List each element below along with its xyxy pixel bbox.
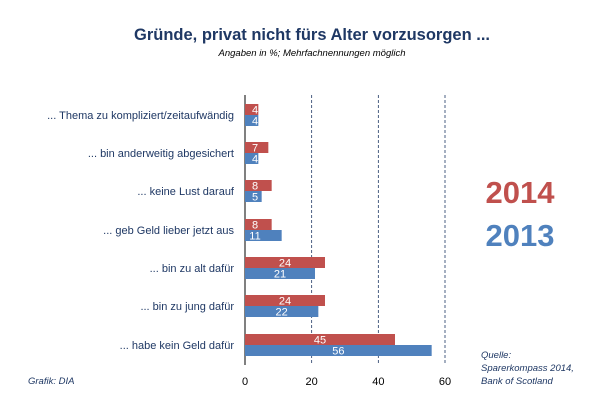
bar-2013 (245, 153, 259, 164)
bar-2014 (245, 180, 272, 191)
bar-2014 (245, 219, 272, 230)
x-tick-label: 60 (439, 376, 451, 388)
category-label: ... bin anderweitig abgesichert (88, 148, 234, 160)
x-tick-label: 0 (242, 376, 248, 388)
data-label-2013: 21 (274, 269, 286, 281)
category-label: ... bin zu alt dafür (150, 263, 235, 275)
data-label-2014: 24 (279, 296, 291, 308)
category-label: ... habe kein Geld dafür (120, 340, 235, 352)
data-label-2014: 8 (252, 181, 258, 193)
bar-2014 (245, 104, 259, 115)
chart-subtitle: Angaben in %; Mehrfachnennungen möglich (218, 48, 406, 59)
data-label-2014: 24 (279, 258, 291, 270)
bar-2014 (245, 142, 269, 153)
data-label-2013: 22 (276, 307, 288, 319)
legend-2014: 2014 (486, 175, 556, 210)
x-tick-label: 40 (372, 376, 384, 388)
bar-2014 (245, 295, 325, 306)
data-label-2014: 4 (252, 105, 258, 117)
data-label-2013: 4 (252, 154, 258, 166)
bar-2013 (245, 115, 259, 126)
data-label-2013: 11 (249, 231, 260, 243)
credit-label: Grafik: DIA (28, 376, 74, 387)
bar-2014 (245, 257, 325, 268)
category-labels: ... Thema zu kompliziert/zeitaufwändig..… (47, 110, 235, 352)
data-label-2013: 5 (252, 192, 258, 204)
bar-2013 (245, 345, 432, 356)
bar-2013 (245, 268, 315, 279)
category-label: ... bin zu jung dafür (140, 301, 234, 313)
x-axis-ticks: 0 20 40 60 (242, 376, 451, 388)
bar-2013 (245, 306, 319, 317)
category-label: ... keine Lust darauf (137, 186, 235, 198)
data-label-2013: 4 (252, 116, 258, 128)
x-tick-label: 20 (306, 376, 318, 388)
bar-2014 (245, 334, 395, 345)
legend-2013: 2013 (486, 218, 555, 253)
source-line-3: Bank of Scotland (481, 376, 554, 387)
data-label-2014: 8 (252, 220, 258, 232)
data-label-2014: 7 (252, 143, 258, 155)
source-line-1: Quelle: (481, 350, 511, 361)
chart-title: Gründe, privat nicht fürs Alter vorzusor… (134, 26, 490, 44)
bar-2013 (245, 191, 262, 202)
category-label: ... geb Geld lieber jetzt aus (103, 225, 234, 237)
bar-2013 (245, 230, 282, 241)
source-line-2: Sparerkompass 2014, (481, 363, 574, 374)
category-label: ... Thema zu kompliziert/zeitaufwändig (47, 110, 234, 122)
data-label-2014: 45 (314, 335, 326, 347)
data-label-2013: 56 (332, 346, 344, 358)
